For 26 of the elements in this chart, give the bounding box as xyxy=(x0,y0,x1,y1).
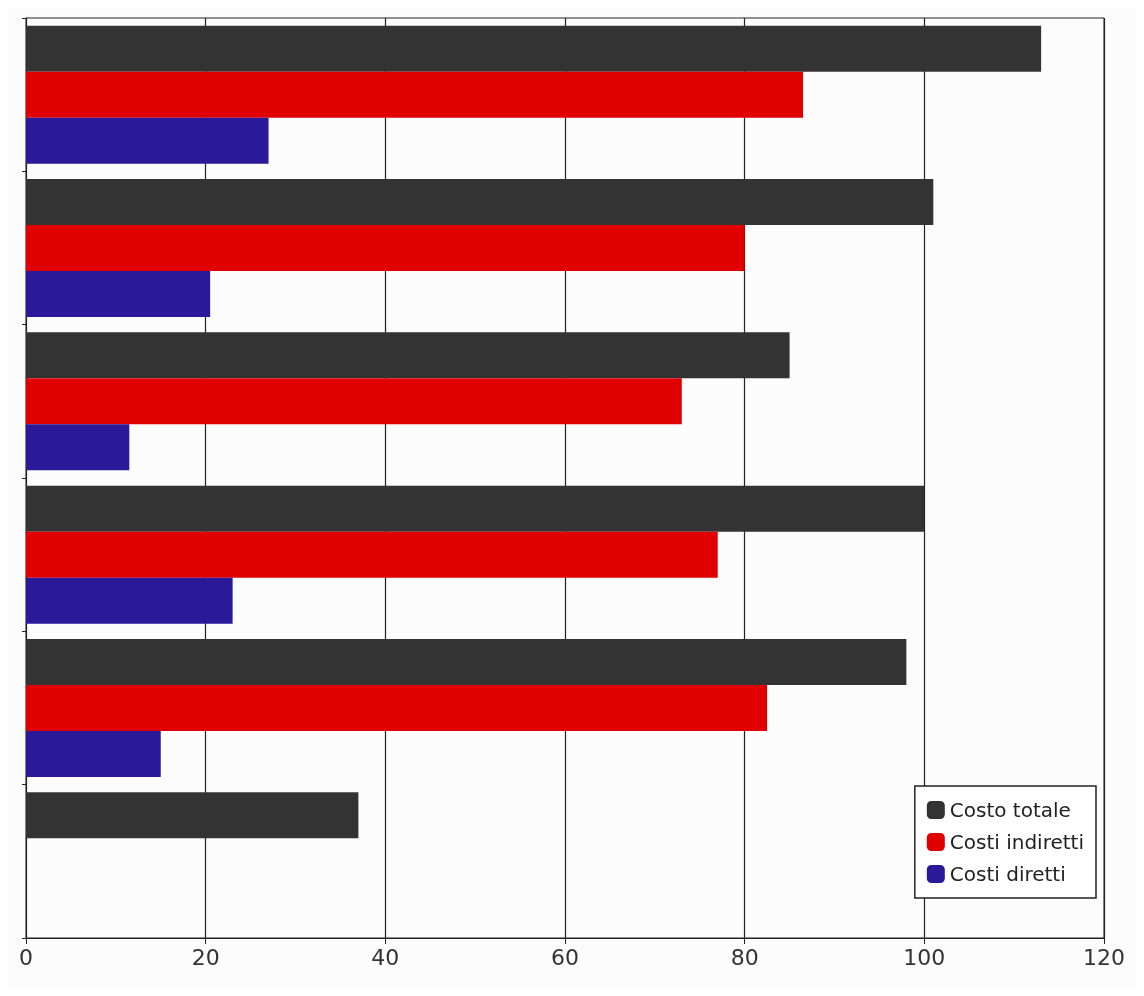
bar xyxy=(26,792,359,839)
x-tick-label: 100 xyxy=(903,944,946,970)
x-tick-label: 120 xyxy=(1083,944,1125,970)
bar xyxy=(26,179,934,225)
legend-label: Costo totale xyxy=(949,798,1071,822)
bar xyxy=(26,685,768,731)
x-tick-label: 60 xyxy=(551,944,579,970)
legend-label: Costi indiretti xyxy=(949,830,1085,854)
legend-label: Costi diretti xyxy=(949,862,1066,886)
bar xyxy=(26,531,718,578)
bar xyxy=(26,424,130,471)
bar xyxy=(26,639,907,685)
bar xyxy=(26,225,745,271)
x-tick-label: 80 xyxy=(730,944,759,970)
bar xyxy=(26,117,269,164)
bar xyxy=(26,485,925,532)
bar xyxy=(26,71,804,118)
x-tick-label: 0 xyxy=(19,944,33,970)
bar xyxy=(26,378,682,425)
x-tick-label: 20 xyxy=(191,944,220,970)
bar xyxy=(26,731,161,777)
bar xyxy=(26,25,1042,72)
bar xyxy=(26,332,790,379)
bar xyxy=(26,271,211,317)
x-tick-label: 40 xyxy=(371,944,400,970)
bar xyxy=(26,577,233,624)
